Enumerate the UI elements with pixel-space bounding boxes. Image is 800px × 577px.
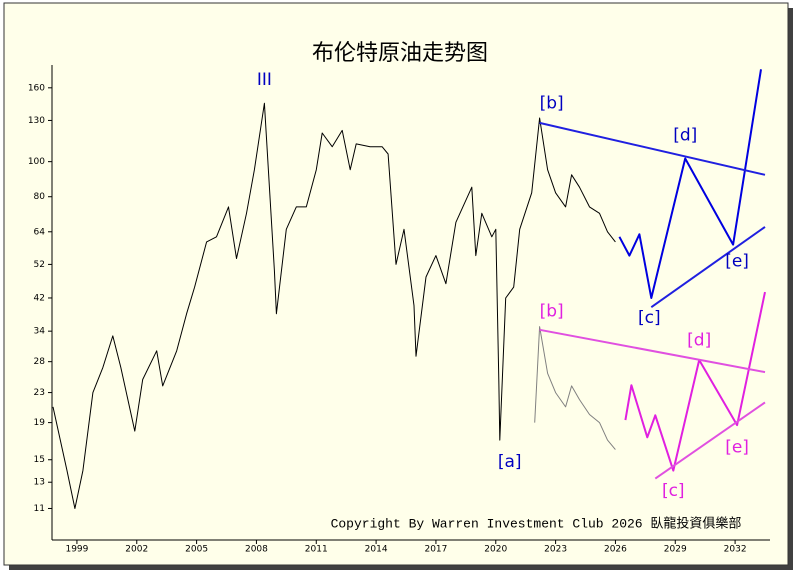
x-tick-label: 2020 [484,545,507,555]
x-tick-label: 2032 [724,545,747,555]
y-tick-label: 80 [34,192,46,202]
series-line [650,226,766,309]
copyright: Copyright By Warren Investment Club 2026… [331,515,742,531]
wave-label: [e] [725,251,749,271]
y-tick-label: 64 [34,227,46,237]
y-tick-label: 11 [34,504,45,514]
series-line [624,291,766,472]
wave-label: [d] [687,331,711,351]
x-tick-label: 2014 [365,545,388,555]
x-tick-label: 2023 [544,545,567,555]
wave-label: [c] [638,308,661,328]
x-tick-label: 2002 [125,545,148,555]
series-line [618,69,762,299]
x-tick-label: 2026 [604,545,627,555]
wave-label: [a] [498,452,522,472]
y-tick-label: 34 [34,327,46,337]
y-tick-label: 42 [34,293,45,303]
y-tick-label: 100 [28,157,45,167]
y-tick-label: 15 [34,455,45,465]
wave-label: III [257,70,272,90]
series-line [539,121,766,176]
chart-title: 布伦特原油走势图 [312,41,488,66]
series-line [534,326,616,450]
series-line [654,401,766,480]
x-tick-label: 2005 [185,545,208,555]
x-tick-label: 2011 [305,545,328,555]
y-tick-label: 13 [34,478,45,488]
y-tick-label: 52 [34,260,45,270]
x-tick-label: 2029 [664,545,687,555]
wave-label: [b] [540,93,564,113]
series-line [539,328,766,374]
y-tick-label: 28 [34,357,46,367]
y-tick-label: 160 [28,83,45,93]
y-tick-label: 19 [34,418,46,428]
x-tick-label: 2017 [424,545,447,555]
y-tick-label: 130 [28,116,45,126]
x-tick-label: 2008 [245,545,268,555]
wave-label: [d] [673,126,697,146]
series-line [52,102,616,509]
wave-label: [b] [540,302,564,322]
y-tick-label: 23 [34,388,45,398]
frame [3,2,789,566]
wave-label: [e] [725,438,749,458]
wave-label: [c] [662,481,685,501]
x-tick-label: 1999 [65,545,88,555]
